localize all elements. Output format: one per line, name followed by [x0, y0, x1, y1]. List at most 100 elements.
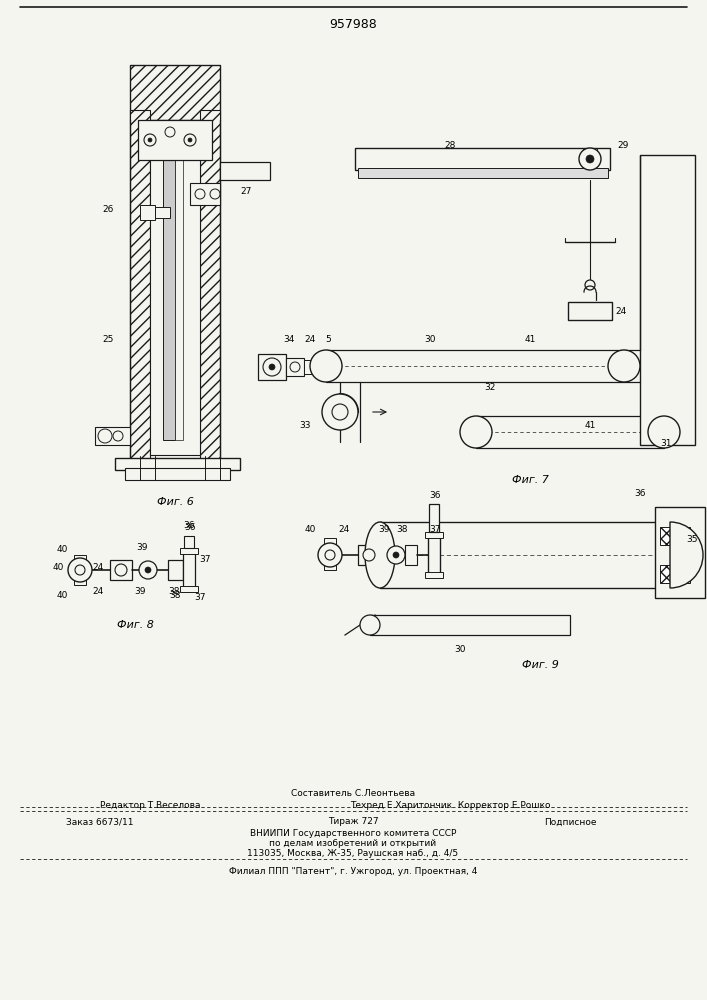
Text: 40: 40	[304, 526, 316, 534]
Text: 35: 35	[686, 536, 698, 544]
Bar	[130, 65, 220, 120]
Text: 39: 39	[378, 526, 390, 534]
Text: 113035, Москва, Ж-35, Раушская наб., д. 4/5: 113035, Москва, Ж-35, Раушская наб., д. …	[247, 848, 459, 857]
Text: 957988: 957988	[329, 18, 377, 31]
Bar	[183, 552, 195, 588]
Bar	[175, 140, 183, 440]
Bar	[115, 458, 240, 470]
Bar	[358, 168, 608, 178]
Bar	[405, 545, 417, 565]
Circle shape	[579, 148, 601, 170]
Bar	[640, 155, 695, 445]
Circle shape	[210, 189, 220, 199]
Bar	[429, 504, 439, 532]
Circle shape	[144, 134, 156, 146]
Bar	[200, 110, 220, 470]
Bar	[130, 65, 220, 120]
Circle shape	[145, 567, 151, 573]
Ellipse shape	[648, 416, 680, 448]
Text: 41: 41	[584, 422, 596, 430]
Text: 41: 41	[525, 336, 536, 344]
Text: Заказ 6673/11: Заказ 6673/11	[66, 818, 134, 826]
Bar	[74, 577, 86, 585]
Bar	[220, 162, 270, 180]
Text: Фиг. 8: Фиг. 8	[117, 620, 153, 630]
Text: 5: 5	[325, 336, 331, 344]
Circle shape	[98, 429, 112, 443]
Bar	[660, 527, 690, 545]
Bar	[425, 532, 443, 538]
Bar	[655, 507, 705, 598]
Circle shape	[325, 550, 335, 560]
Text: 39: 39	[134, 587, 146, 596]
Text: 34: 34	[284, 336, 295, 344]
Text: 36: 36	[183, 520, 194, 530]
Bar	[304, 360, 314, 374]
Bar	[324, 538, 336, 546]
Ellipse shape	[608, 350, 640, 382]
Text: 36: 36	[634, 489, 645, 498]
Bar	[190, 183, 220, 205]
Text: 33: 33	[299, 420, 311, 430]
Text: 24: 24	[93, 587, 104, 596]
Bar	[150, 125, 200, 455]
Text: 29: 29	[617, 140, 629, 149]
Circle shape	[363, 549, 375, 561]
Circle shape	[290, 362, 300, 372]
Ellipse shape	[365, 522, 395, 588]
Text: 31: 31	[660, 440, 672, 448]
Circle shape	[585, 280, 595, 290]
Text: Фиг. 9: Фиг. 9	[522, 660, 559, 670]
Bar	[568, 302, 612, 320]
Text: Фиг. 6: Фиг. 6	[156, 497, 194, 507]
Circle shape	[318, 543, 342, 567]
Wedge shape	[670, 522, 703, 588]
Bar	[95, 427, 130, 445]
Text: ВНИИПИ Государственного комитета СССР: ВНИИПИ Государственного комитета СССР	[250, 828, 456, 838]
Bar	[258, 354, 286, 380]
Bar	[74, 555, 86, 563]
Bar	[110, 560, 132, 580]
Circle shape	[113, 431, 123, 441]
Text: 36: 36	[429, 491, 440, 500]
Text: 37: 37	[194, 593, 206, 602]
Bar	[138, 120, 212, 160]
Bar	[130, 110, 150, 470]
Circle shape	[393, 552, 399, 558]
Text: 30: 30	[455, 646, 466, 654]
Ellipse shape	[460, 416, 492, 448]
Text: 24: 24	[339, 526, 350, 534]
Text: 38: 38	[396, 526, 408, 534]
Text: 36: 36	[185, 524, 196, 532]
Circle shape	[139, 561, 157, 579]
Text: 39: 39	[136, 544, 148, 552]
Ellipse shape	[310, 350, 342, 382]
Text: 24: 24	[615, 308, 626, 316]
Bar	[180, 586, 198, 592]
Circle shape	[148, 138, 152, 142]
Circle shape	[188, 138, 192, 142]
Bar	[184, 536, 194, 548]
Bar	[583, 148, 597, 155]
Circle shape	[165, 127, 175, 137]
Circle shape	[115, 564, 127, 576]
Ellipse shape	[360, 615, 380, 635]
Circle shape	[269, 364, 275, 370]
Text: Составитель С.Леонтьева: Составитель С.Леонтьева	[291, 788, 415, 798]
Circle shape	[68, 558, 92, 582]
Circle shape	[586, 155, 594, 163]
Circle shape	[387, 546, 405, 564]
Bar	[155, 207, 170, 218]
Text: 28: 28	[444, 140, 456, 149]
Text: 30: 30	[424, 336, 436, 344]
Bar	[168, 560, 183, 580]
Bar	[286, 358, 304, 376]
Text: 26: 26	[103, 206, 114, 215]
Circle shape	[332, 404, 348, 420]
Text: 38: 38	[168, 587, 180, 596]
Text: 37: 37	[199, 556, 211, 564]
Text: Филиал ППП "Патент", г. Ужгород, ул. Проектная, 4: Филиал ППП "Патент", г. Ужгород, ул. Про…	[229, 866, 477, 876]
Text: по делам изобретений и открытий: по делам изобретений и открытий	[269, 838, 436, 848]
Text: 38: 38	[169, 590, 181, 599]
Bar	[370, 615, 570, 635]
